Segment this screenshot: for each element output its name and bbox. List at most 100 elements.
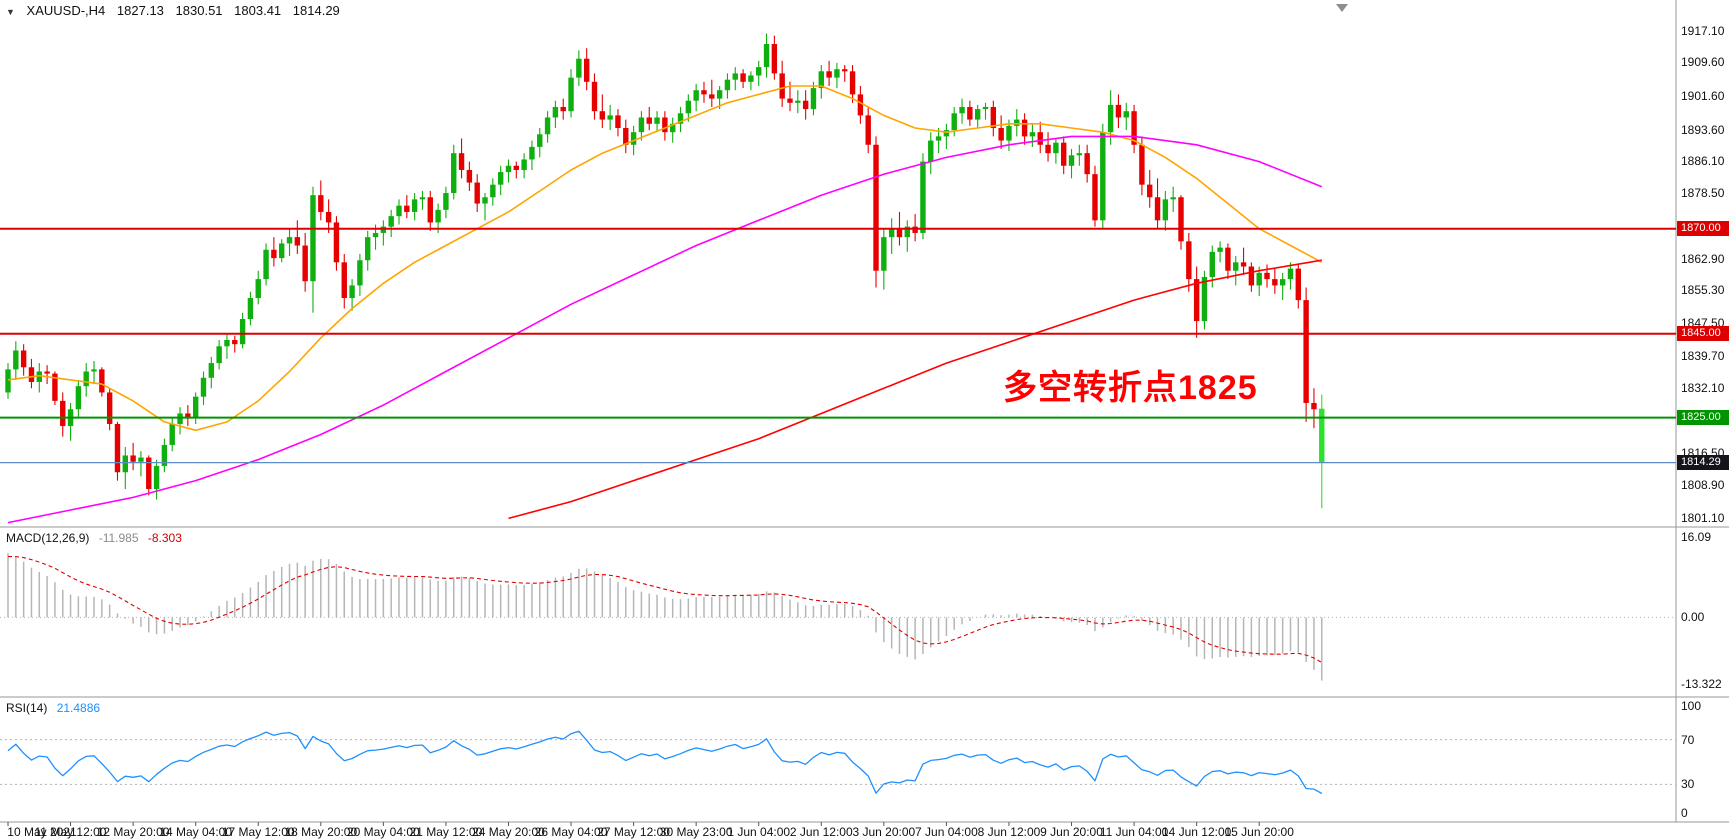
candle-body: [1107, 104, 1114, 133]
candle-body: [1256, 272, 1262, 286]
candle-body: [920, 161, 926, 233]
time-tick-label: 2 Jun 12:00: [789, 825, 853, 839]
ma-fast-orange: [7, 85, 1323, 432]
candle-body: [1178, 197, 1184, 242]
time-tick-label: 17 May 12:00: [221, 825, 295, 839]
candle-body: [474, 182, 480, 204]
candle-body: [443, 193, 449, 210]
candle-body: [912, 226, 918, 233]
candle-body: [5, 369, 11, 393]
time-tick-label: 20 May 04:00: [347, 825, 420, 839]
candle-body: [208, 363, 215, 378]
candle-body: [60, 400, 66, 427]
candle-body: [834, 69, 840, 78]
candle-body: [685, 100, 692, 114]
candle-body: [974, 109, 981, 120]
chart-shift-marker-icon[interactable]: [1336, 4, 1348, 12]
candle-body: [404, 205, 410, 212]
candle-body: [568, 77, 574, 112]
candle-body: [497, 172, 504, 185]
candle-body: [1123, 111, 1129, 118]
candle-body: [1162, 199, 1169, 221]
candle-body: [1147, 184, 1153, 198]
candle-body: [842, 69, 848, 72]
ma-slow-red: [508, 259, 1322, 520]
candle-body: [1006, 125, 1012, 141]
candle-body: [1068, 155, 1075, 166]
candle-body: [810, 88, 817, 110]
candle-body: [271, 249, 277, 259]
candle-body: [732, 73, 738, 80]
candle-body: [1100, 132, 1106, 221]
candle-body: [904, 226, 910, 238]
candle-body: [959, 106, 965, 114]
candle-body: [458, 153, 465, 170]
candle-body: [1037, 132, 1043, 145]
time-tick-label: 12 May 20:00: [96, 825, 170, 839]
candle-body: [177, 413, 183, 424]
candle-body: [928, 140, 934, 162]
candle-body: [724, 79, 731, 91]
candle-body: [591, 81, 598, 112]
candle-body: [75, 386, 82, 410]
candle-body: [1131, 111, 1137, 145]
candle-body: [294, 237, 301, 246]
candle-body: [451, 153, 457, 194]
candle-body: [990, 106, 997, 128]
time-tick-label: 8 Jun 12:00: [977, 825, 1041, 839]
candle-body: [756, 67, 762, 76]
candle-body: [1170, 197, 1176, 200]
candle-body: [623, 127, 629, 145]
candle-body: [560, 106, 566, 112]
candle-body: [20, 350, 27, 368]
candle-body: [576, 58, 582, 78]
candle-body: [216, 346, 222, 364]
bar-close-value: 1814.29: [292, 3, 340, 18]
candle-body: [1217, 247, 1223, 252]
candle-body: [1154, 197, 1161, 221]
macd-main-value: -11.985: [98, 531, 139, 545]
candle-body: [1115, 104, 1122, 118]
time-tick-label: 24 May 20:00: [472, 825, 545, 839]
time-tick-label: 7 Jun 04:00: [915, 825, 978, 839]
candle-body: [1053, 142, 1059, 154]
time-tick-label: 21 May 12:00: [409, 825, 483, 839]
candle-body: [1248, 266, 1255, 286]
candle-body: [1201, 277, 1208, 322]
candle-body: [372, 232, 379, 238]
candle-body: [279, 243, 285, 259]
bar-low-value: 1803.41: [234, 3, 282, 18]
chart-annotation-text: 多空转折点1825: [1003, 369, 1258, 407]
candle-body: [247, 298, 254, 320]
candle-body: [670, 123, 676, 133]
candle-body: [396, 205, 402, 217]
macd-indicator-label: MACD(12,26,9) -11.985 -8.303: [6, 531, 188, 545]
candle-body: [896, 228, 903, 238]
candle-body: [513, 165, 519, 170]
candle-body: [662, 117, 668, 133]
rsi-value: 21.4886: [56, 701, 101, 715]
candle-body: [466, 169, 473, 183]
rsi-line: [7, 730, 1323, 795]
candle-body: [185, 413, 191, 418]
bar-open-value: 1827.13: [116, 3, 164, 18]
candle-body: [873, 144, 879, 271]
candle-body: [1092, 174, 1098, 221]
candle-body: [951, 113, 957, 131]
candle-body: [1209, 251, 1215, 278]
candle-body: [998, 127, 1004, 141]
candle-body: [1061, 142, 1067, 166]
candle-body: [357, 260, 363, 286]
candle-body: [740, 73, 746, 82]
candle-body: [1240, 262, 1247, 267]
candle-body: [169, 423, 175, 445]
candle-body: [646, 117, 652, 124]
time-tick-label: 3 Jun 20:00: [852, 825, 916, 839]
symbol-timeframe-label: XAUUSD-,H4: [26, 3, 106, 18]
time-tick-label: 30 May 23:00: [659, 825, 733, 839]
one-click-trading-icon[interactable]: ▼: [6, 7, 15, 17]
time-axis[interactable]: 10 May 2021 11 May 12:00 12 May 20:00 14 Ma…: [0, 822, 1729, 839]
candle-body: [263, 249, 269, 280]
